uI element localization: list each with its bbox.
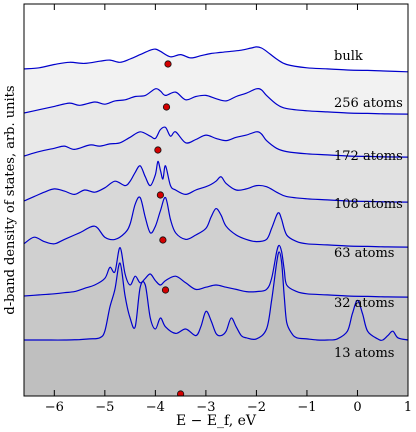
band-fill-13 [24, 252, 408, 396]
dos-curve-32 [24, 244, 408, 298]
dos-curve-108 [24, 160, 408, 203]
plot-frame [23, 3, 409, 397]
d-band-center-dot-bulk [164, 60, 172, 68]
series-label-256: 256 atoms [334, 96, 403, 111]
x-tick-label: −2 [247, 400, 266, 415]
x-tick-label: −1 [297, 400, 316, 415]
dos-curve-256 [24, 88, 408, 115]
series-label-bulk: bulk [334, 49, 363, 64]
d-band-center-dot-13 [177, 390, 185, 396]
dos-curve-bulk [24, 46, 408, 73]
dos-curve-63 [24, 196, 408, 248]
series-label-63: 63 atoms [334, 246, 394, 261]
d-band-center-dot-256 [162, 103, 171, 111]
series-label-172: 172 atoms [334, 149, 403, 164]
series-label-108: 108 atoms [334, 197, 403, 212]
x-axis-label: E − E_f, eV [176, 413, 257, 429]
d-band-center-dot-172 [154, 146, 162, 154]
x-tick-label: 0 [353, 400, 361, 415]
x-tick-label: −6 [45, 400, 64, 415]
x-tick-label: −3 [196, 400, 215, 415]
series-label-32: 32 atoms [334, 296, 394, 311]
x-axis-ticks: −6 −5 −4 −3 −2 −1 0 1 [45, 4, 412, 415]
x-tick-label: −4 [146, 400, 165, 415]
series-labels: bulk 256 atoms 172 atoms 108 atoms 63 atoms 3… [334, 49, 403, 361]
x-tick-label: −5 [95, 400, 114, 415]
plot-area [24, 4, 408, 396]
dos-curve-172 [24, 126, 408, 158]
d-band-center-dot-108 [156, 191, 164, 199]
x-tick-label: 1 [404, 400, 412, 415]
y-axis-label: d-band density of states, arb. units [3, 85, 18, 314]
d-band-center-dot-32 [161, 286, 170, 294]
dos-curve-13 [24, 251, 408, 341]
d-band-center-dot-63 [159, 236, 167, 244]
series-label-13: 13 atoms [334, 346, 394, 361]
